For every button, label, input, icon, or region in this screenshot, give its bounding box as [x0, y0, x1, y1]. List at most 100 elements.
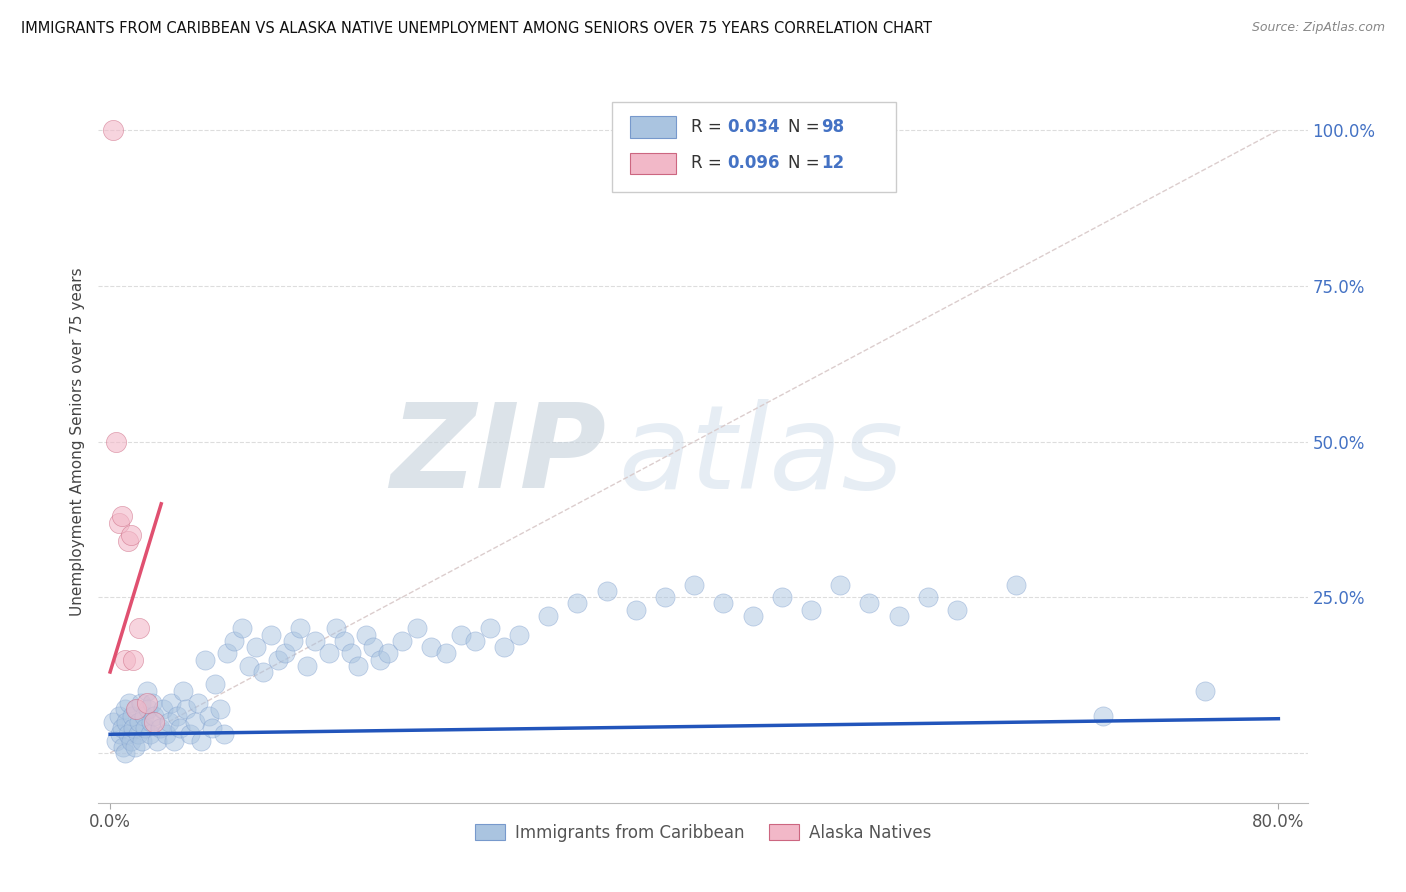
Point [152, 702, 174, 716]
Y-axis label: Unemployment Among Seniors over 75 years: Unemployment Among Seniors over 75 years [69, 268, 84, 615]
Text: N =: N = [787, 119, 824, 136]
Point [770, 591, 793, 605]
Point [267, 652, 290, 666]
Point [537, 609, 560, 624]
Point [101, 714, 124, 729]
Point [858, 597, 880, 611]
Point [108, 708, 131, 723]
Point [132, 708, 155, 723]
Point [212, 727, 235, 741]
Point [494, 640, 516, 654]
Point [128, 714, 150, 729]
Point [169, 721, 191, 735]
Point [215, 646, 238, 660]
Point [135, 696, 157, 710]
Point [478, 621, 501, 635]
Text: 0.096: 0.096 [727, 154, 780, 172]
Text: 98: 98 [821, 119, 845, 136]
Point [318, 646, 340, 660]
Point [245, 640, 267, 654]
Point [683, 578, 706, 592]
Point [114, 702, 136, 716]
Point [713, 597, 735, 611]
Point [361, 640, 384, 654]
Point [134, 721, 156, 735]
Point [297, 658, 319, 673]
Point [142, 714, 165, 729]
Point [138, 727, 160, 741]
Point [127, 727, 149, 741]
Point [741, 609, 763, 624]
Point [281, 633, 304, 648]
Point [204, 677, 226, 691]
Point [122, 652, 145, 666]
Point [110, 727, 132, 741]
Point [149, 721, 172, 735]
Point [1092, 708, 1115, 723]
Point [347, 658, 370, 673]
Point [190, 733, 212, 747]
Point [464, 633, 486, 648]
Point [120, 528, 142, 542]
Point [121, 708, 143, 723]
Point [139, 714, 162, 729]
Point [260, 627, 283, 641]
Point [340, 646, 363, 660]
Point [155, 727, 177, 741]
Point [108, 516, 131, 530]
Point [160, 696, 183, 710]
Point [118, 696, 141, 710]
Point [252, 665, 274, 679]
Point [125, 702, 148, 716]
Point [114, 652, 136, 666]
Point [208, 702, 231, 716]
Point [1194, 683, 1216, 698]
Point [131, 733, 153, 747]
Point [887, 609, 910, 624]
Point [368, 652, 391, 666]
Point [800, 603, 823, 617]
Text: Source: ZipAtlas.com: Source: ZipAtlas.com [1251, 21, 1385, 35]
Point [179, 727, 201, 741]
Point [194, 652, 217, 666]
Point [104, 434, 127, 449]
Point [238, 658, 260, 673]
Point [166, 708, 188, 723]
Point [120, 733, 142, 747]
Text: atlas: atlas [619, 399, 904, 513]
Point [325, 621, 347, 635]
Point [946, 603, 969, 617]
Point [163, 733, 186, 747]
Point [224, 633, 246, 648]
Point [128, 621, 150, 635]
Point [125, 702, 148, 716]
Point [354, 627, 377, 641]
Point [567, 597, 589, 611]
Point [405, 621, 427, 635]
Text: N =: N = [787, 154, 824, 172]
Point [111, 509, 134, 524]
Text: 12: 12 [821, 154, 845, 172]
FancyBboxPatch shape [613, 102, 897, 193]
Point [332, 633, 354, 648]
Point [122, 721, 145, 735]
Point [115, 714, 138, 729]
Point [450, 627, 472, 641]
Point [114, 746, 136, 760]
Point [187, 696, 209, 710]
Point [117, 727, 139, 741]
Point [377, 646, 399, 660]
Text: ZIP: ZIP [391, 399, 606, 514]
FancyBboxPatch shape [630, 153, 676, 174]
Point [198, 708, 221, 723]
Point [420, 640, 443, 654]
Text: IMMIGRANTS FROM CARIBBEAN VS ALASKA NATIVE UNEMPLOYMENT AMONG SENIORS OVER 75 YE: IMMIGRANTS FROM CARIBBEAN VS ALASKA NATI… [21, 21, 932, 37]
Text: 0.034: 0.034 [727, 119, 780, 136]
Point [595, 584, 617, 599]
Point [391, 633, 413, 648]
Point [129, 696, 152, 710]
Point [654, 591, 676, 605]
Point [508, 627, 530, 641]
Point [174, 702, 197, 716]
Legend: Immigrants from Caribbean, Alaska Natives: Immigrants from Caribbean, Alaska Native… [468, 817, 938, 848]
